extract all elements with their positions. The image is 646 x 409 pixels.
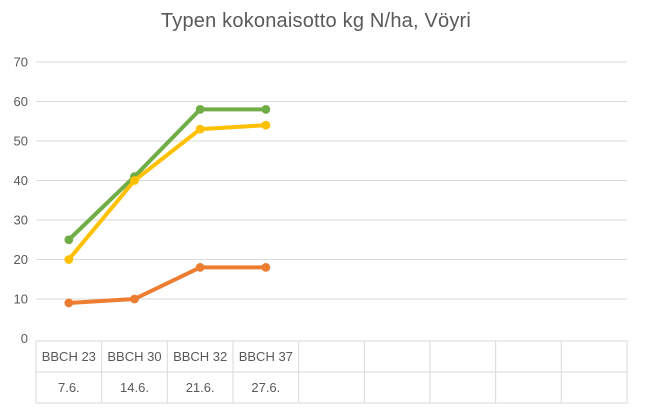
y-axis-label: 20 bbox=[14, 252, 28, 267]
category-date-label: 14.6. bbox=[120, 380, 149, 395]
category-date-label: 21.6. bbox=[186, 380, 215, 395]
category-bbch-label: BBCH 30 bbox=[107, 349, 161, 364]
chart-title: Typen kokonaisotto kg N/ha, Vöyri bbox=[160, 10, 472, 32]
y-axis-label: 40 bbox=[14, 173, 28, 188]
yellow-series-marker bbox=[195, 124, 205, 134]
y-axis-label: 10 bbox=[14, 292, 28, 307]
orange-series-marker bbox=[261, 263, 271, 272]
category-bbch-label: BBCH 23 bbox=[42, 349, 96, 364]
category-date-label: 7.6. bbox=[58, 380, 80, 395]
category-bbch-label: BBCH 32 bbox=[173, 349, 227, 364]
orange-series-marker bbox=[130, 294, 139, 304]
yellow-series-marker bbox=[261, 120, 271, 130]
y-axis-label: 0 bbox=[21, 331, 28, 346]
y-axis-label: 70 bbox=[14, 55, 28, 70]
yellow-series-marker bbox=[130, 176, 139, 185]
green-series-line bbox=[66, 107, 268, 242]
yellow-series-line bbox=[66, 123, 268, 262]
y-axis-label: 30 bbox=[14, 213, 28, 228]
green-series-marker bbox=[195, 105, 205, 114]
orange-series-marker bbox=[195, 263, 205, 272]
y-axis-label: 50 bbox=[14, 134, 28, 149]
orange-series-line bbox=[66, 265, 268, 305]
category-bbch-label: BBCH 37 bbox=[239, 349, 293, 364]
green-series-marker bbox=[64, 235, 74, 245]
category-date-label: 27.6. bbox=[251, 380, 280, 395]
green-series-marker bbox=[261, 105, 271, 114]
yellow-series-marker bbox=[64, 255, 74, 264]
orange-series-marker bbox=[64, 298, 74, 308]
y-axis-label: 60 bbox=[14, 94, 28, 109]
